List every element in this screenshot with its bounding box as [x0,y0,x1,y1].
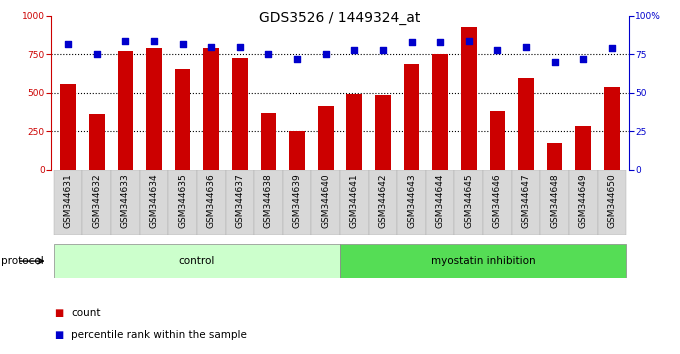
Bar [260,113,276,170]
Bar [575,126,591,170]
Point [91,52,102,57]
Text: GSM344637: GSM344637 [235,173,244,228]
Bar [461,27,477,170]
Text: GSM344634: GSM344634 [150,173,158,228]
Bar [569,170,598,235]
Text: GSM344648: GSM344648 [550,173,559,228]
Bar [340,170,369,235]
Text: GSM344644: GSM344644 [436,173,445,228]
Bar [169,170,197,235]
Bar [89,114,105,170]
Point [521,44,532,50]
Bar [426,170,454,235]
Bar [54,244,340,278]
Point [120,38,131,44]
Text: GSM344647: GSM344647 [522,173,530,228]
Text: GSM344632: GSM344632 [92,173,101,228]
Point [177,41,188,46]
Text: GSM344640: GSM344640 [321,173,330,228]
Text: GSM344636: GSM344636 [207,173,216,228]
Point [578,56,589,62]
Text: GSM344650: GSM344650 [607,173,616,228]
Point [292,56,303,62]
Point [607,45,617,51]
Bar [369,170,397,235]
Bar [111,170,139,235]
Bar [232,57,248,170]
Bar [375,95,391,170]
Bar [547,143,562,170]
Bar [226,170,254,235]
Point [435,39,445,45]
Text: GSM344633: GSM344633 [121,173,130,228]
Text: GSM344638: GSM344638 [264,173,273,228]
Text: GSM344643: GSM344643 [407,173,416,228]
Bar [340,244,626,278]
Bar [604,87,619,170]
Bar [397,170,426,235]
Text: GSM344639: GSM344639 [292,173,301,228]
Point [235,44,245,50]
Bar [490,111,505,170]
Text: GSM344641: GSM344641 [350,173,359,228]
Bar [139,170,169,235]
Bar [203,48,219,170]
Point [349,47,360,53]
Bar [511,170,541,235]
Point [463,38,474,44]
Bar [175,69,190,170]
Bar [404,64,420,170]
Text: percentile rank within the sample: percentile rank within the sample [71,330,248,339]
Bar [118,51,133,170]
Point [63,41,73,46]
Bar [197,170,226,235]
Bar [82,170,111,235]
Bar [518,78,534,170]
Text: GSM344649: GSM344649 [579,173,588,228]
Point [549,59,560,65]
Bar [289,131,305,170]
Point [406,39,417,45]
Text: protocol: protocol [1,256,44,266]
Point [263,52,274,57]
Text: ■: ■ [54,330,64,339]
Bar [454,170,483,235]
Bar [432,54,448,170]
Text: GSM344635: GSM344635 [178,173,187,228]
Text: GSM344642: GSM344642 [379,173,388,228]
Bar [541,170,569,235]
Bar [254,170,283,235]
Bar [318,106,334,170]
Bar [283,170,311,235]
Text: GDS3526 / 1449324_at: GDS3526 / 1449324_at [259,11,421,25]
Point [320,52,331,57]
Bar [54,170,82,235]
Point [206,44,217,50]
Bar [146,48,162,170]
Text: ■: ■ [54,308,64,318]
Text: control: control [179,256,215,266]
Text: GSM344646: GSM344646 [493,173,502,228]
Point [148,38,159,44]
Bar [346,95,362,170]
Bar [311,170,340,235]
Point [377,47,388,53]
Point [492,47,503,53]
Bar [598,170,626,235]
Text: GSM344631: GSM344631 [64,173,73,228]
Text: myostatin inhibition: myostatin inhibition [430,256,535,266]
Bar [61,85,76,170]
Text: count: count [71,308,101,318]
Bar [483,170,511,235]
Text: GSM344645: GSM344645 [464,173,473,228]
